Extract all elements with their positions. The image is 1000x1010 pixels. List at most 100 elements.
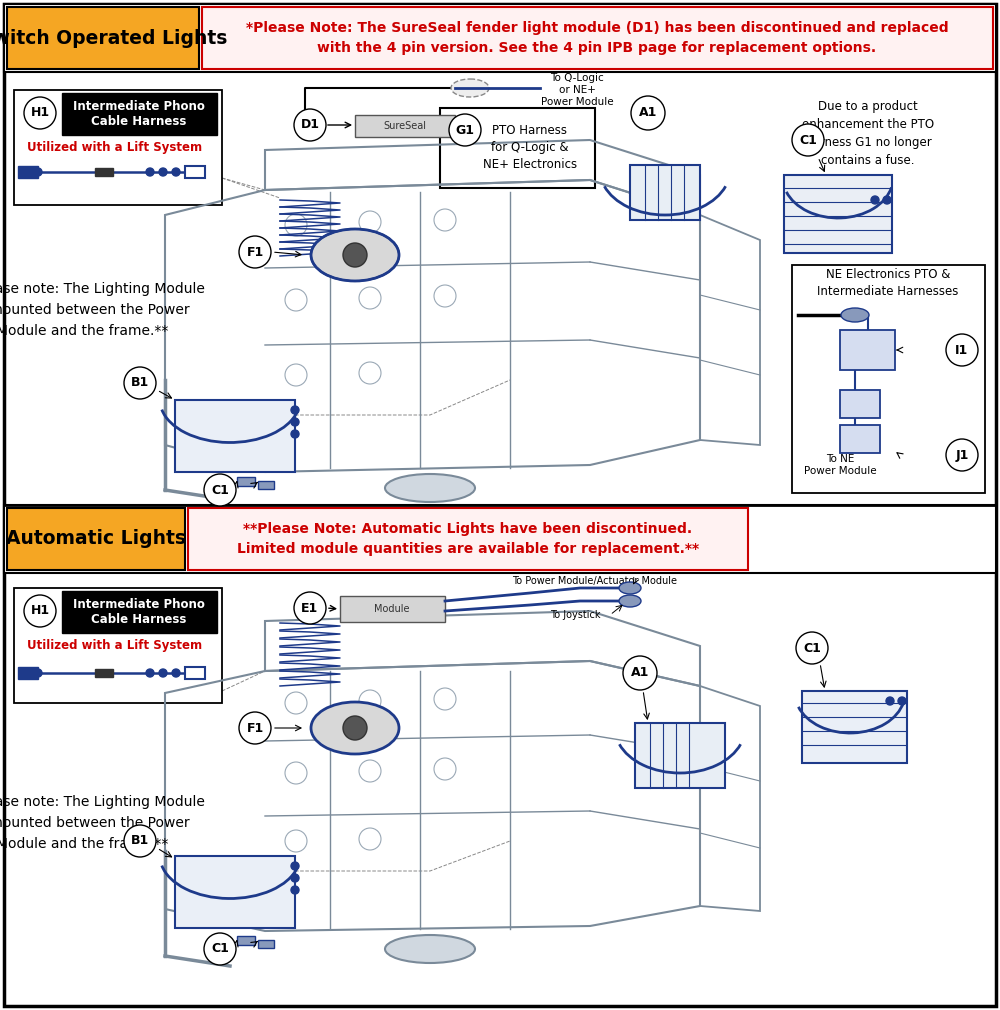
Circle shape: [159, 669, 167, 677]
Text: NE Electronics PTO &
Intermediate Harnesses: NE Electronics PTO & Intermediate Harnes…: [817, 268, 959, 298]
Circle shape: [792, 124, 824, 156]
Text: To Joystick: To Joystick: [550, 610, 600, 620]
Circle shape: [291, 874, 299, 882]
Circle shape: [796, 632, 828, 664]
Text: To NE
Power Module: To NE Power Module: [804, 453, 876, 476]
Circle shape: [291, 418, 299, 426]
Circle shape: [239, 712, 271, 744]
Text: **Please note: The Lighting Module
is mounted between the Power
Module and the f: **Please note: The Lighting Module is mo…: [0, 796, 204, 850]
Text: Intermediate Phono
Cable Harness: Intermediate Phono Cable Harness: [73, 100, 205, 128]
Text: **Please note: The Lighting Module
is mounted between the Power
Module and the f: **Please note: The Lighting Module is mo…: [0, 283, 204, 337]
Bar: [340, 596, 445, 622]
Text: C1: C1: [803, 641, 821, 654]
Bar: [62, 93, 217, 135]
Ellipse shape: [385, 935, 475, 963]
Circle shape: [21, 168, 29, 176]
Text: *Please Note: The SureSeal fender light module (D1) has been discontinued and re: *Please Note: The SureSeal fender light …: [246, 21, 948, 55]
Bar: [237, 477, 255, 486]
Text: C1: C1: [211, 484, 229, 497]
Circle shape: [434, 758, 456, 780]
Circle shape: [124, 825, 156, 857]
Bar: [840, 330, 895, 370]
Circle shape: [359, 828, 381, 850]
Bar: [258, 481, 274, 489]
Text: I1: I1: [955, 343, 969, 357]
Circle shape: [34, 669, 42, 677]
Bar: [802, 691, 907, 763]
Circle shape: [434, 209, 456, 231]
Bar: [202, 7, 993, 69]
Bar: [840, 390, 880, 418]
Circle shape: [359, 760, 381, 782]
Ellipse shape: [841, 308, 869, 322]
Circle shape: [124, 367, 156, 399]
Circle shape: [285, 289, 307, 311]
Circle shape: [871, 196, 879, 204]
Circle shape: [434, 688, 456, 710]
Bar: [630, 165, 700, 220]
Circle shape: [291, 862, 299, 870]
Bar: [95, 168, 113, 176]
Ellipse shape: [385, 474, 475, 502]
Text: B1: B1: [131, 834, 149, 847]
Bar: [175, 400, 295, 472]
Text: Automatic Lights: Automatic Lights: [6, 529, 186, 548]
Bar: [784, 175, 892, 252]
Bar: [95, 669, 113, 677]
Ellipse shape: [619, 595, 641, 607]
Circle shape: [631, 96, 665, 130]
Text: H1: H1: [30, 106, 50, 119]
Text: F1: F1: [246, 245, 264, 259]
Bar: [18, 166, 38, 178]
Bar: [440, 108, 595, 188]
Text: H1: H1: [30, 605, 50, 617]
Circle shape: [285, 214, 307, 236]
Circle shape: [343, 243, 367, 267]
Circle shape: [291, 430, 299, 438]
Circle shape: [285, 830, 307, 852]
Bar: [7, 7, 199, 69]
Circle shape: [359, 362, 381, 384]
Text: Switch Operated Lights: Switch Operated Lights: [0, 28, 227, 47]
Text: D1: D1: [300, 118, 320, 131]
Text: Utilized with a Lift System: Utilized with a Lift System: [27, 639, 203, 652]
Text: E1: E1: [301, 602, 319, 614]
Bar: [185, 166, 205, 178]
Text: C1: C1: [211, 942, 229, 955]
Bar: [185, 667, 205, 679]
Bar: [7, 508, 185, 570]
Ellipse shape: [451, 79, 489, 97]
Text: Intermediate Phono
Cable Harness: Intermediate Phono Cable Harness: [73, 598, 205, 626]
Text: A1: A1: [631, 667, 649, 680]
Ellipse shape: [619, 582, 641, 594]
Bar: [62, 591, 217, 633]
Circle shape: [285, 364, 307, 386]
Circle shape: [343, 716, 367, 740]
Circle shape: [159, 168, 167, 176]
Bar: [175, 856, 295, 928]
Circle shape: [172, 168, 180, 176]
Circle shape: [291, 406, 299, 414]
Text: Due to a product
enhancement the PTO
harness G1 no longer
contains a fuse.: Due to a product enhancement the PTO har…: [802, 100, 934, 167]
Circle shape: [359, 690, 381, 712]
Text: Utilized with a Lift System: Utilized with a Lift System: [27, 141, 203, 155]
Text: To Q-Logic
or NE+
Power Module: To Q-Logic or NE+ Power Module: [541, 73, 613, 107]
Bar: [4, 505, 996, 573]
Text: F1: F1: [246, 721, 264, 734]
Bar: [840, 425, 880, 453]
Bar: [355, 115, 455, 137]
Bar: [188, 508, 748, 570]
Bar: [258, 940, 274, 948]
Text: B1: B1: [131, 377, 149, 390]
Circle shape: [146, 168, 154, 176]
Circle shape: [898, 697, 906, 705]
Text: SureSeal: SureSeal: [384, 121, 426, 131]
Bar: [14, 588, 222, 703]
Circle shape: [449, 114, 481, 146]
Circle shape: [946, 439, 978, 471]
Circle shape: [294, 592, 326, 624]
Text: G1: G1: [456, 123, 475, 136]
Ellipse shape: [311, 702, 399, 754]
Circle shape: [24, 97, 56, 129]
Circle shape: [883, 196, 891, 204]
